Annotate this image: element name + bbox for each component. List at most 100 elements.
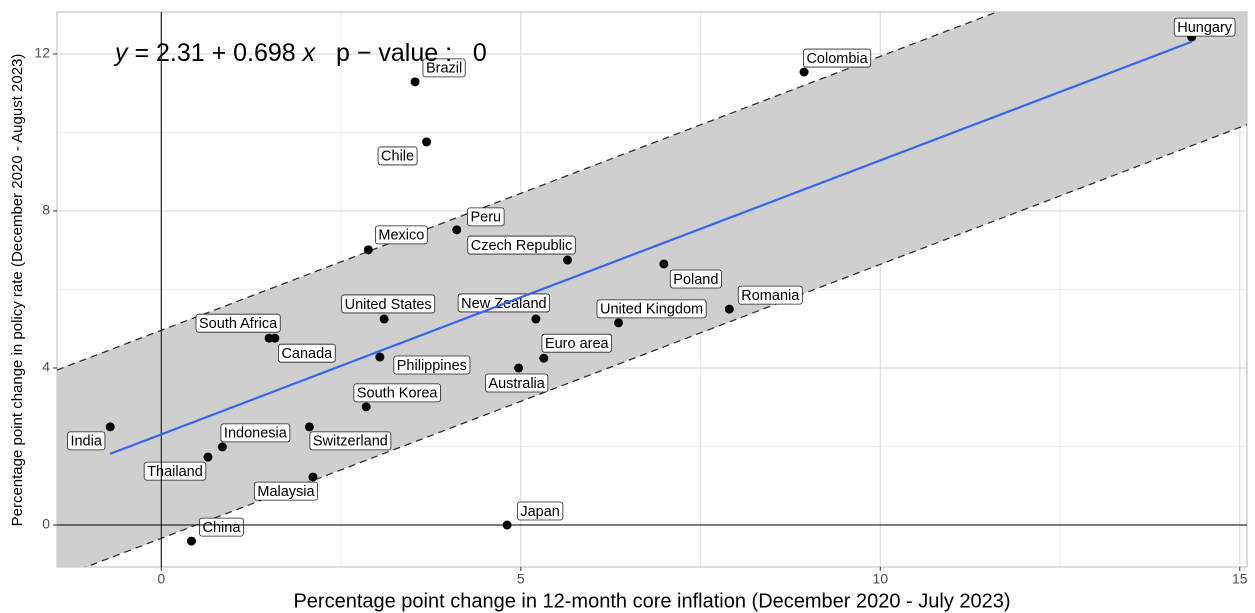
regression-line bbox=[109, 40, 1193, 455]
band-lower bbox=[84, 124, 1247, 567]
point bbox=[452, 225, 462, 235]
label-box bbox=[485, 373, 549, 393]
label-group: Romania bbox=[737, 285, 803, 305]
label-group: Indonesia bbox=[220, 423, 291, 443]
point-label: Euro area bbox=[545, 336, 610, 352]
label-box bbox=[67, 431, 106, 451]
point bbox=[539, 353, 549, 363]
point bbox=[563, 255, 573, 265]
x-tick-label: 0 bbox=[157, 571, 165, 587]
label-box bbox=[393, 355, 471, 375]
point bbox=[363, 245, 373, 255]
point bbox=[186, 536, 196, 546]
plot-border bbox=[56, 11, 1248, 568]
point bbox=[375, 352, 385, 362]
label-group: Peru bbox=[467, 207, 505, 227]
point bbox=[799, 67, 809, 77]
y-tick-label: 12 bbox=[34, 45, 50, 61]
point-label: Romania bbox=[741, 288, 800, 304]
label-box bbox=[516, 501, 564, 521]
equation-part: = 2.31 + 0.698 bbox=[128, 39, 303, 67]
point bbox=[379, 314, 389, 324]
label-box bbox=[467, 207, 505, 227]
point bbox=[361, 402, 371, 412]
label-box bbox=[374, 225, 428, 245]
x-tick-label: 10 bbox=[873, 571, 889, 587]
point bbox=[203, 452, 213, 462]
label-box bbox=[803, 48, 872, 68]
label-group: Czech Republic bbox=[467, 235, 576, 255]
label-box bbox=[377, 146, 418, 166]
label-box bbox=[596, 299, 707, 319]
label-group: Chile bbox=[377, 146, 418, 166]
point-label: Mexico bbox=[378, 228, 424, 244]
label-box bbox=[143, 461, 207, 481]
y-axis-title: Percentage point change in policy rate (… bbox=[9, 54, 26, 527]
x-tick-label: 15 bbox=[1232, 571, 1248, 587]
label-group: Switzerland bbox=[309, 431, 392, 451]
confidence-band bbox=[57, 12, 1247, 567]
label-group: Australia bbox=[485, 373, 549, 393]
label-box bbox=[278, 343, 336, 363]
label-box bbox=[1173, 17, 1236, 37]
equation-part: y bbox=[113, 39, 129, 67]
label-group: China bbox=[199, 517, 244, 537]
label-group: United Kingdom bbox=[596, 299, 707, 319]
point-label: Switzerland bbox=[313, 434, 388, 450]
point-label: Malaysia bbox=[257, 484, 315, 500]
point bbox=[422, 137, 432, 147]
label-group: Poland bbox=[669, 269, 722, 289]
label-group: Canada bbox=[278, 343, 336, 363]
point-label: Thailand bbox=[147, 464, 203, 480]
point-label: Hungary bbox=[1177, 20, 1233, 36]
marks bbox=[105, 32, 1197, 546]
point bbox=[410, 77, 420, 87]
point bbox=[724, 304, 734, 314]
label-group: United States bbox=[341, 294, 436, 314]
label-group: South Africa bbox=[195, 313, 281, 333]
label-group: Mexico bbox=[374, 225, 428, 245]
point-label: Philippines bbox=[397, 358, 467, 374]
point-label: China bbox=[203, 520, 242, 536]
point bbox=[614, 318, 624, 328]
point-label: Poland bbox=[673, 272, 718, 288]
label-group: South Korea bbox=[353, 383, 441, 403]
labels: Hungary Colombia Brazil Chile Peru Mexico Czec… bbox=[67, 17, 1236, 537]
label-box bbox=[253, 481, 318, 501]
equation-part: x bbox=[302, 39, 317, 67]
point bbox=[270, 333, 280, 343]
point bbox=[659, 259, 669, 269]
label-box bbox=[309, 431, 392, 451]
point-label: India bbox=[70, 434, 102, 450]
point bbox=[304, 422, 314, 432]
y-tick-label: 8 bbox=[42, 202, 50, 218]
label-box bbox=[195, 313, 281, 333]
band-layer bbox=[57, 12, 1247, 567]
point bbox=[308, 472, 318, 482]
point-label: Indonesia bbox=[224, 426, 288, 442]
label-box bbox=[541, 333, 613, 353]
label-box bbox=[220, 423, 291, 443]
label-group: Brazil bbox=[422, 58, 466, 78]
label-group: Colombia bbox=[803, 48, 872, 68]
point bbox=[531, 314, 541, 324]
y-tick-label: 4 bbox=[42, 359, 50, 375]
band-upper bbox=[57, 12, 999, 371]
y-tick-label: 0 bbox=[42, 516, 50, 532]
point-label: South Africa bbox=[199, 316, 278, 332]
point-label: Australia bbox=[488, 376, 545, 392]
label-group: Japan bbox=[516, 501, 564, 521]
point-label: United Kingdom bbox=[600, 302, 703, 318]
point bbox=[105, 422, 115, 432]
label-box bbox=[353, 383, 441, 403]
point bbox=[514, 363, 524, 373]
label-box bbox=[467, 235, 576, 255]
point-label: Brazil bbox=[426, 61, 462, 77]
point bbox=[217, 442, 227, 452]
label-group: Hungary bbox=[1173, 17, 1236, 37]
label-group: Philippines bbox=[393, 355, 471, 375]
point-label: Chile bbox=[381, 149, 414, 165]
label-box bbox=[669, 269, 722, 289]
point-label: Peru bbox=[470, 210, 501, 226]
